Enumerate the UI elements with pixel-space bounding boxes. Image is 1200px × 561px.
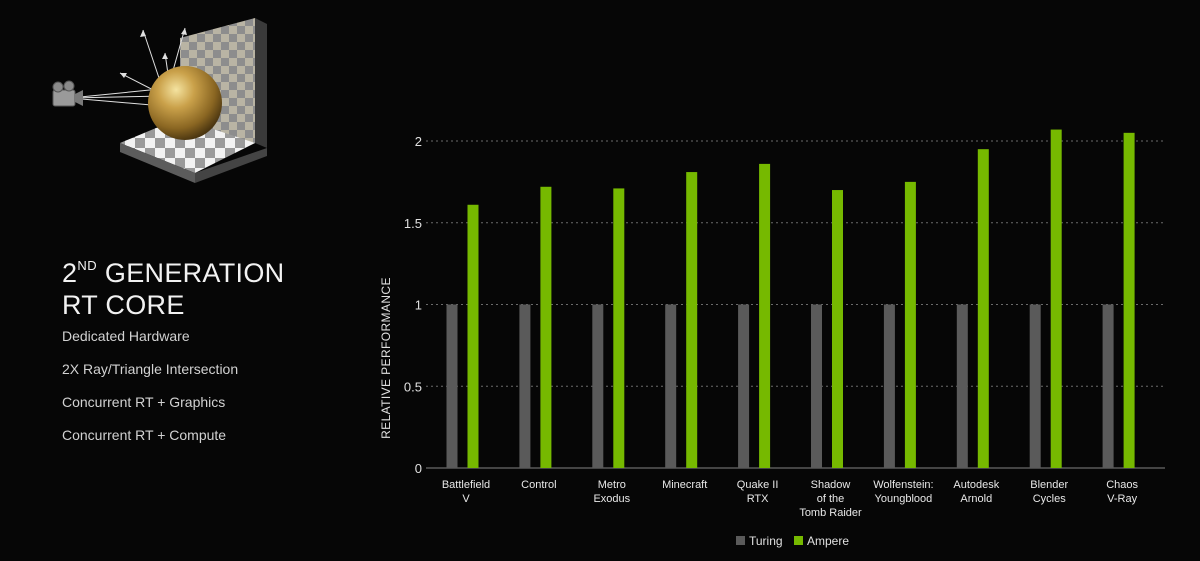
slide-heading: 2ND GENERATION RT CORE: [62, 250, 284, 321]
y-tick-label: 0.5: [404, 379, 422, 394]
turing-legend-swatch: [736, 536, 745, 545]
x-tick-label: Autodesk Arnold: [953, 479, 999, 505]
ampere-bar: [1050, 129, 1062, 468]
x-tick-label: Battlefield V: [442, 479, 490, 505]
heading-line-2: RT CORE: [62, 290, 185, 320]
gold-sphere: [148, 66, 222, 140]
y-tick-label: 0: [415, 461, 422, 476]
turing-bar: [738, 304, 750, 468]
ampere-bar: [977, 149, 989, 469]
y-tick-label: 1.5: [404, 216, 422, 231]
x-tick-label: Chaos V-Ray: [1106, 479, 1138, 505]
turing-bar: [1029, 304, 1041, 468]
feature-item: Concurrent RT + Compute: [62, 427, 227, 443]
ampere-bar: [540, 186, 552, 468]
turing-bar: [665, 304, 677, 468]
x-tick-label: Quake II RTX: [737, 479, 779, 505]
rt-core-illustration: [52, 18, 267, 183]
legend: Turing Ampere: [736, 534, 849, 548]
checker-floor: [120, 118, 255, 173]
ampere-legend-swatch: [794, 536, 803, 545]
x-tick-label: Wolfenstein: Youngblood: [873, 479, 933, 505]
bars: [446, 129, 1135, 469]
feature-item: Concurrent RT + Graphics: [62, 394, 226, 410]
ampere-bar: [613, 188, 625, 468]
turing-bar: [956, 304, 968, 468]
camera-icon: [52, 80, 83, 107]
heading-line-1: 2ND GENERATION: [62, 258, 285, 288]
x-tick-label: Blender Cycles: [1030, 479, 1068, 505]
ampere-bar: [832, 190, 843, 469]
turing-bar: [592, 304, 604, 468]
turing-bar: [811, 304, 822, 468]
ampere-bar: [686, 172, 698, 468]
feature-item: 2X Ray/Triangle Intersection: [62, 361, 239, 377]
x-tick-label: Shadow of the Tomb Raider: [799, 479, 862, 519]
ampere-bar: [467, 204, 479, 468]
ampere-bar: [1123, 132, 1135, 468]
y-axis-label: RELATIVE PERFORMANCE: [379, 277, 393, 439]
ampere-bar: [759, 163, 771, 468]
turing-bar: [883, 304, 895, 468]
turing-bar: [1102, 304, 1114, 468]
x-tick-label: Metro Exodus: [593, 479, 630, 505]
y-tick-label: 1: [415, 298, 422, 313]
y-axis-ticks: 0 0.5 1 1.5 2: [404, 134, 422, 476]
ampere-bar: [904, 181, 916, 468]
performance-chart: 0 0.5 1 1.5 2 RELATIVE PERFORMANCE Battlefie…: [379, 129, 1165, 548]
ampere-legend-label: Ampere: [807, 534, 849, 548]
feature-list: Dedicated Hardware 2X Ray/Triangle Inter…: [62, 326, 238, 458]
turing-bar: [519, 304, 531, 468]
x-tick-label: Control: [521, 479, 556, 491]
x-axis-ticks: Battlefield V Control Metro Exodus Minecraft Q…: [442, 479, 1139, 519]
turing-bar: [446, 304, 458, 468]
x-tick-label: Minecraft: [662, 479, 707, 491]
turing-legend-label: Turing: [749, 534, 783, 548]
y-tick-label: 2: [415, 134, 422, 149]
feature-item: Dedicated Hardware: [62, 328, 190, 344]
